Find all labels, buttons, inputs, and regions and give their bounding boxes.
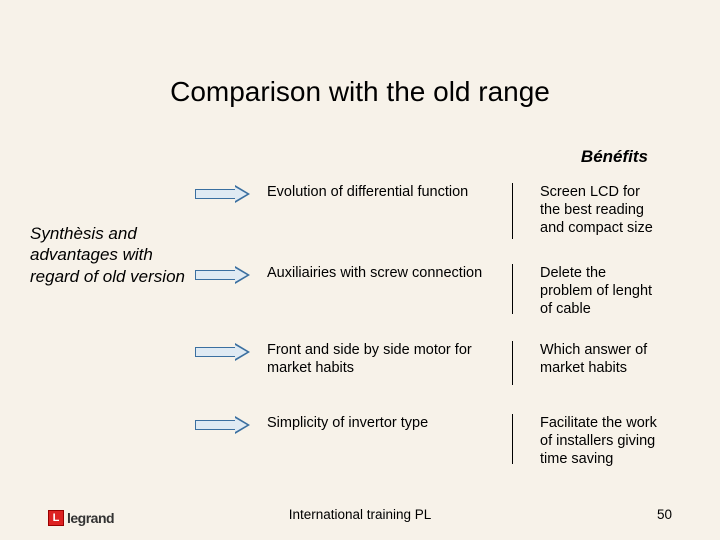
comparison-row: Auxiliairies with screw connection Delet… <box>195 264 660 318</box>
benefits-header: Bénéfits <box>581 147 648 167</box>
arrow-icon <box>195 341 267 359</box>
row-benefit-text: Screen LCD for the best reading and comp… <box>540 183 660 237</box>
slide-title: Comparison with the old range <box>0 76 720 108</box>
logo-mark-icon: L <box>48 510 64 526</box>
logo-text: legrand <box>67 510 114 526</box>
arrow-icon <box>195 414 267 432</box>
row-divider <box>485 183 540 239</box>
side-synthesis-label: Synthèsis and advantages with regard of … <box>30 223 195 287</box>
row-feature-text: Simplicity of invertor type <box>267 414 485 432</box>
row-feature-text: Front and side by side motor for market … <box>267 341 485 377</box>
comparison-row: Front and side by side motor for market … <box>195 341 660 385</box>
row-benefit-text: Facilitate the work of installers giving… <box>540 414 660 468</box>
row-feature-text: Auxiliairies with screw connection <box>267 264 485 282</box>
row-divider <box>485 414 540 464</box>
page-number: 50 <box>657 507 672 522</box>
comparison-row: Evolution of differential function Scree… <box>195 183 660 239</box>
legrand-logo: L legrand <box>48 510 114 526</box>
row-benefit-text: Delete the problem of lenght of cable <box>540 264 660 318</box>
row-feature-text: Evolution of differential function <box>267 183 485 201</box>
row-divider <box>485 264 540 314</box>
row-benefit-text: Which answer of market habits <box>540 341 660 377</box>
row-divider <box>485 341 540 385</box>
arrow-icon <box>195 264 267 282</box>
comparison-row: Simplicity of invertor type Facilitate t… <box>195 414 660 468</box>
arrow-icon <box>195 183 267 201</box>
